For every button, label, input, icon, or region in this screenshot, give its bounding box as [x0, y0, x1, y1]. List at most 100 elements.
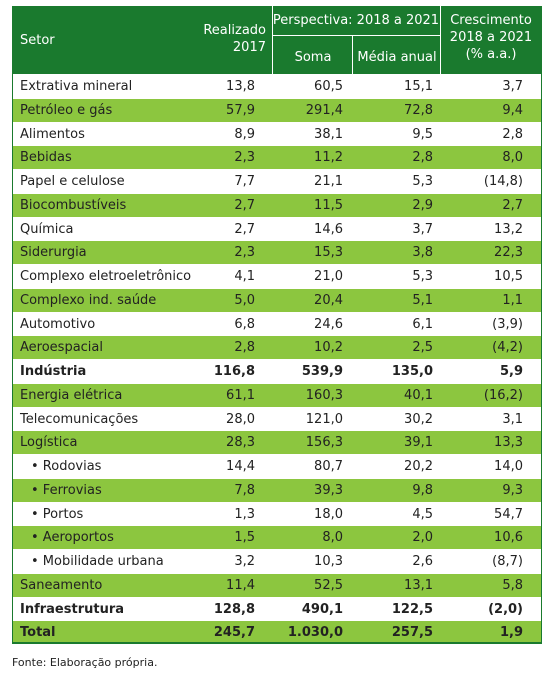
- header-soma: Soma: [294, 50, 332, 65]
- table-row: • Mobilidade urbana 3,2 10,3 2,6 (8,7): [13, 549, 541, 573]
- cell-media: 2,5: [412, 340, 433, 356]
- cell-realizado: 2,3: [234, 150, 255, 166]
- cell-realizado: 7,7: [234, 174, 255, 189]
- table-row: Logística 28,3 156,3 39,1 13,3: [13, 430, 541, 454]
- cell-setor: Aeroespacial: [20, 340, 104, 356]
- header-vline: [352, 36, 353, 74]
- cell-setor: • Aeroportos: [31, 530, 114, 546]
- table-row: Biocombustíveis 2,7 11,5 2,9 2,7: [13, 192, 541, 217]
- cell-setor: Complexo ind. saúde: [20, 292, 157, 308]
- table-row: Petróleo e gás 57,9 291,4 72,8 9,4: [13, 97, 541, 122]
- cell-setor: Infraestrutura: [20, 601, 125, 617]
- cell-crescimento: (8,7): [492, 554, 523, 569]
- cell-crescimento: (16,2): [483, 387, 523, 403]
- cell-crescimento: (3,9): [492, 316, 523, 332]
- cell-realizado: 1,3: [234, 506, 255, 522]
- header-crescimento-line2: 2018 a 2021: [449, 30, 533, 45]
- header-crescimento-line3: (% a.a.): [465, 47, 517, 62]
- cell-soma: 14,6: [314, 221, 343, 237]
- cell-setor: Complexo eletroeletrônico: [20, 269, 192, 284]
- header-realizado: Realizado 2017: [194, 22, 266, 56]
- cell-realizado: 1,5: [234, 530, 255, 546]
- header-vline: [272, 6, 273, 74]
- cell-realizado: 8,9: [234, 126, 255, 142]
- cell-setor: Química: [20, 221, 74, 237]
- table-header: Setor Realizado 2017 Perspectiva: 2018 a…: [12, 6, 542, 74]
- cell-realizado: 7,8: [234, 482, 255, 498]
- cell-realizado: 3,2: [234, 554, 255, 569]
- table-row: Papel e celulose 7,7 21,1 5,3 (14,8): [13, 169, 541, 193]
- cell-realizado: 61,1: [226, 387, 255, 403]
- cell-setor: Telecomunicações: [20, 411, 139, 427]
- cell-crescimento: 54,7: [494, 506, 523, 522]
- table-row: • Aeroportos 1,5 8,0 2,0 10,6: [13, 525, 541, 549]
- cell-media: 122,5: [391, 601, 433, 617]
- cell-setor: • Rodovias: [31, 459, 102, 474]
- table-row: Energia elétrica 61,1 160,3 40,1 (16,2): [13, 382, 541, 407]
- table-row: • Rodovias 14,4 80,7 20,2 14,0: [13, 454, 541, 478]
- cell-realizado: 116,8: [213, 364, 255, 379]
- cell-media: 257,5: [391, 625, 433, 641]
- cell-crescimento: 8,0: [502, 150, 523, 166]
- header-realizado-line1: Realizado: [203, 23, 266, 38]
- cell-crescimento: 9,3: [502, 482, 523, 498]
- cell-soma: 160,3: [305, 387, 343, 403]
- cell-realizado: 28,0: [226, 411, 255, 427]
- cell-crescimento: 2,8: [502, 126, 523, 142]
- cell-setor: • Portos: [31, 506, 84, 522]
- cell-realizado: 245,7: [213, 625, 255, 641]
- cell-setor: Total: [20, 625, 56, 641]
- table-row: Bebidas 2,3 11,2 2,8 8,0: [13, 145, 541, 169]
- cell-realizado: 11,4: [226, 577, 255, 593]
- cell-realizado: 2,8: [234, 340, 255, 356]
- cell-setor: Alimentos: [20, 126, 85, 142]
- cell-crescimento: 10,5: [494, 269, 523, 284]
- cell-media: 2,9: [412, 197, 433, 213]
- table-row: • Portos 1,3 18,0 4,5 54,7: [13, 501, 541, 526]
- cell-crescimento: 3,1: [502, 411, 523, 427]
- cell-realizado: 2,7: [234, 197, 255, 213]
- cell-media: 30,2: [404, 411, 433, 427]
- cell-media: 5,3: [412, 174, 433, 189]
- cell-crescimento: (4,2): [492, 340, 523, 356]
- cell-crescimento: 22,3: [494, 245, 523, 261]
- cell-setor: Extrativa mineral: [20, 79, 133, 94]
- cell-realizado: 13,8: [226, 79, 255, 94]
- cell-setor: Automotivo: [20, 316, 96, 332]
- table-row: Química 2,7 14,6 3,7 13,2: [13, 216, 541, 241]
- cell-soma: 1.030,0: [287, 625, 343, 641]
- cell-crescimento: (2,0): [488, 601, 523, 617]
- cell-crescimento: 1,9: [499, 625, 523, 641]
- cell-crescimento: 2,7: [502, 197, 523, 213]
- cell-setor: Biocombustíveis: [20, 197, 127, 213]
- header-perspectiva: Perspectiva: 2018 a 2021: [272, 13, 440, 28]
- cell-soma: 39,3: [314, 482, 343, 498]
- cell-setor: • Ferrovias: [31, 482, 102, 498]
- header-divider: [272, 35, 440, 36]
- cell-crescimento: 14,0: [494, 459, 523, 474]
- table-row: Total 245,7 1.030,0 257,5 1,9: [13, 620, 541, 644]
- cell-setor: Energia elétrica: [20, 387, 123, 403]
- cell-setor: Bebidas: [20, 150, 72, 166]
- table-row: Automotivo 6,8 24,6 6,1 (3,9): [13, 311, 541, 336]
- cell-soma: 291,4: [305, 102, 343, 118]
- cell-media: 5,1: [412, 292, 433, 308]
- cell-soma: 11,2: [314, 150, 343, 166]
- table-row: Complexo ind. saúde 5,0 20,4 5,1 1,1: [13, 287, 541, 312]
- header-realizado-line2: 2017: [232, 40, 266, 55]
- cell-media: 9,8: [412, 482, 433, 498]
- cell-crescimento: 5,9: [499, 364, 523, 379]
- cell-soma: 21,1: [314, 174, 343, 189]
- table-row: Complexo eletroeletrônico 4,1 21,0 5,3 10,5: [13, 264, 541, 288]
- cell-media: 9,5: [412, 126, 433, 142]
- table-row: Alimentos 8,9 38,1 9,5 2,8: [13, 121, 541, 146]
- cell-setor: Papel e celulose: [20, 174, 125, 189]
- table-body: Extrativa mineral 13,8 60,5 15,1 3,7 Petróleo…: [12, 74, 542, 644]
- cell-media: 72,8: [404, 102, 433, 118]
- cell-setor: Siderurgia: [20, 245, 87, 261]
- cell-setor: Petróleo e gás: [20, 102, 113, 118]
- table-row: Telecomunicações 28,0 121,0 30,2 3,1: [13, 406, 541, 431]
- cell-crescimento: (14,8): [483, 174, 523, 189]
- cell-media: 2,8: [412, 150, 433, 166]
- cell-media: 3,7: [412, 221, 433, 237]
